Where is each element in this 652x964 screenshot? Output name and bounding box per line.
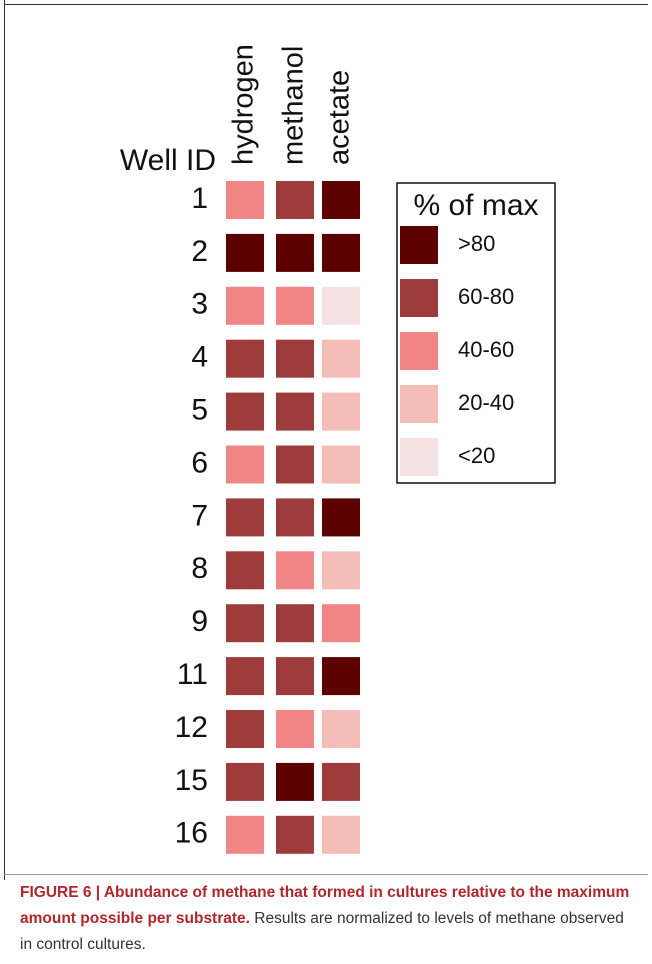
row-label: 6 — [191, 446, 208, 479]
cell — [276, 498, 314, 537]
cell — [226, 551, 264, 590]
cell — [322, 286, 360, 325]
cell — [276, 445, 314, 484]
row-axis-label: Well ID — [120, 144, 216, 177]
cell — [226, 181, 264, 219]
cell — [322, 657, 360, 696]
cell — [226, 392, 264, 431]
cell — [322, 339, 360, 378]
row-label: 5 — [191, 394, 208, 427]
cell — [276, 657, 314, 696]
cell — [226, 815, 264, 854]
legend-swatch — [400, 438, 438, 476]
cell — [276, 551, 314, 590]
cell — [226, 604, 264, 643]
row-label: 2 — [191, 235, 208, 268]
row-label: 11 — [177, 658, 208, 691]
legend-box — [396, 182, 556, 484]
cell — [226, 657, 264, 696]
legend-label: 20-40 — [458, 390, 514, 415]
legend-label: 60-80 — [458, 284, 514, 309]
caption: FIGURE 6 | Abundance of methane that for… — [20, 880, 640, 958]
cell — [276, 339, 314, 378]
column-label: acetate — [324, 70, 356, 165]
column-label: methanol — [278, 46, 310, 165]
cell — [276, 233, 314, 272]
cell — [322, 815, 360, 854]
cell — [322, 392, 360, 431]
cell — [276, 710, 314, 748]
legend-swatch — [400, 279, 438, 317]
row-label: 3 — [191, 288, 208, 321]
cell — [322, 762, 360, 801]
cell — [322, 551, 360, 590]
cell — [276, 762, 314, 801]
cell — [322, 710, 360, 748]
cell — [226, 339, 264, 378]
cell — [226, 498, 264, 537]
row-label: 15 — [175, 764, 208, 797]
legend-label: >80 — [458, 231, 495, 256]
legend-title: % of max — [413, 189, 538, 222]
row-label: 9 — [191, 605, 208, 638]
legend-label: 40-60 — [458, 337, 514, 362]
row-label: 7 — [191, 499, 208, 532]
cell — [276, 815, 314, 854]
cell — [276, 392, 314, 431]
cell — [322, 445, 360, 484]
legend-label: <20 — [458, 443, 495, 468]
legend-swatch — [400, 385, 438, 423]
cell — [322, 181, 360, 219]
row-label: 8 — [191, 552, 208, 585]
cell — [276, 181, 314, 219]
row-label: 1 — [191, 182, 208, 215]
caption-bold: FIGURE 6 | Abundance of methane that for… — [20, 884, 630, 927]
cell — [322, 233, 360, 272]
cell — [322, 498, 360, 537]
caption-text: Results are normalized to levels of meth… — [20, 910, 624, 953]
cell — [226, 445, 264, 484]
cell — [226, 233, 264, 272]
row-label: 4 — [191, 341, 208, 374]
row-label: 16 — [175, 817, 208, 850]
column-label: hydrogen — [228, 44, 260, 165]
cell — [226, 286, 264, 325]
legend-swatch — [400, 226, 438, 264]
cell — [276, 286, 314, 325]
cell — [226, 710, 264, 748]
cell — [226, 762, 264, 801]
cell — [276, 604, 314, 643]
cell — [322, 604, 360, 643]
row-label: 12 — [175, 711, 208, 744]
legend-swatch — [400, 332, 438, 370]
chart: Well ID % of max >80 60-80 40-60 20-40 <20 hy… — [4, 0, 648, 880]
